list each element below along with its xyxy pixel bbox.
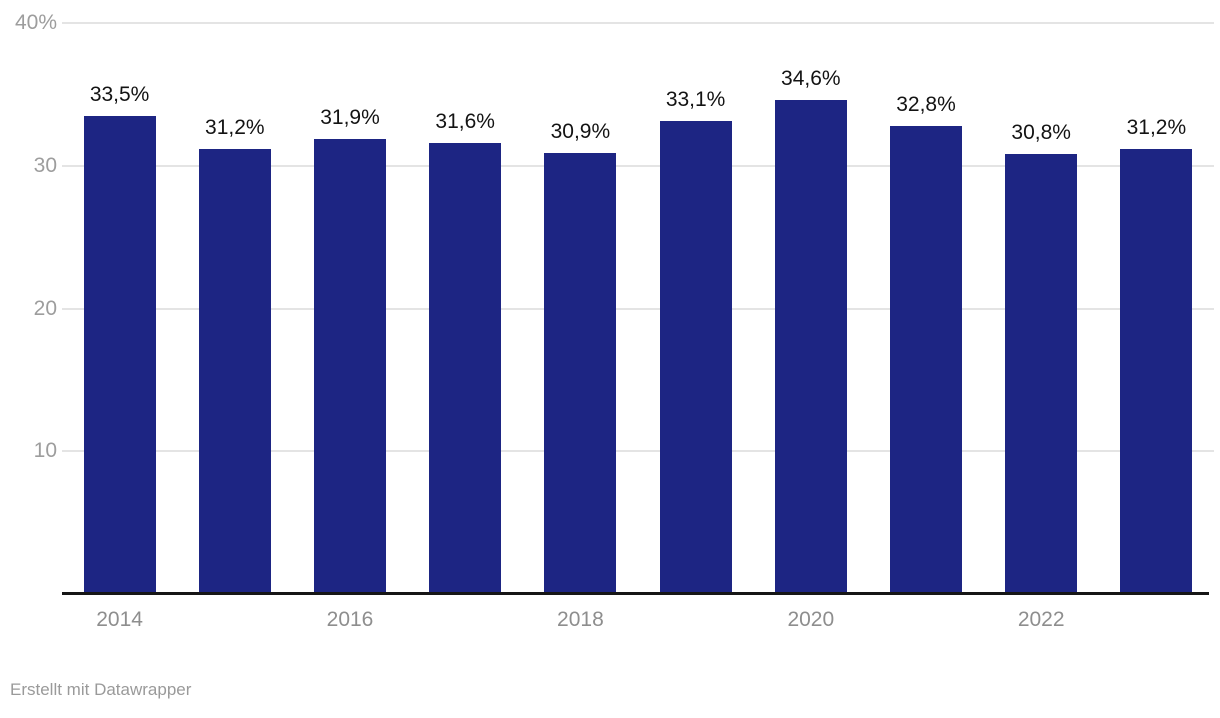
x-axis-tick-label: 2016 — [326, 608, 374, 631]
datawrapper-link[interactable]: Datawrapper — [94, 680, 192, 699]
bar-value-label: 31,9% — [320, 105, 380, 129]
bar-value-label: 31,6% — [435, 109, 495, 133]
bar-value-label: 33,1% — [665, 88, 726, 112]
bar-value-label: 30,9% — [550, 119, 611, 143]
bar-value-label: 30,8% — [1011, 121, 1071, 145]
x-axis-tick-label: 2020 — [787, 608, 835, 631]
bar-value-label: 32,8% — [896, 92, 956, 116]
bar-chart: 10 20 30 40% 33,5% 31,2% 31,9% 31,6% 30,9% 33,1% 3… — [14, 11, 1214, 631]
y-axis-tick-label: 40% — [14, 11, 57, 34]
bar[interactable] — [544, 152, 617, 592]
bar-value-label: 34,6% — [781, 67, 841, 91]
bar[interactable] — [774, 100, 847, 592]
gridline — [62, 307, 1214, 310]
bar-value-label: 31,2% — [1126, 115, 1187, 139]
bar[interactable] — [314, 138, 386, 592]
bar-value-label: 31,2% — [205, 115, 265, 139]
y-axis-tick-label: 10 — [33, 439, 57, 463]
gridline — [62, 450, 1214, 453]
attribution: Erstellt mit Datawrapper — [10, 680, 191, 700]
bar-value-label: 33,5% — [89, 82, 150, 106]
gridline — [62, 164, 1214, 167]
x-axis-tick-label: 2022 — [1017, 608, 1065, 631]
bar[interactable] — [198, 148, 271, 592]
bar[interactable] — [659, 121, 732, 592]
bar[interactable] — [83, 115, 156, 592]
bar[interactable] — [1120, 148, 1193, 592]
gridline — [62, 22, 1214, 24]
bar[interactable] — [429, 142, 502, 592]
plot-area: 10 20 30 40% 33,5% 31,2% 31,9% 31,6% 30,9% 33,1% 3… — [14, 11, 1214, 631]
bar[interactable] — [1005, 154, 1078, 592]
x-axis-line — [62, 592, 1209, 595]
bar[interactable] — [890, 125, 962, 592]
x-axis-tick-label: 2014 — [96, 608, 143, 631]
x-axis-tick-label: 2018 — [557, 608, 604, 631]
y-axis-tick-label: 30 — [33, 153, 57, 177]
y-axis-tick-label: 20 — [33, 296, 57, 320]
attribution-prefix: Erstellt mit — [10, 680, 90, 699]
